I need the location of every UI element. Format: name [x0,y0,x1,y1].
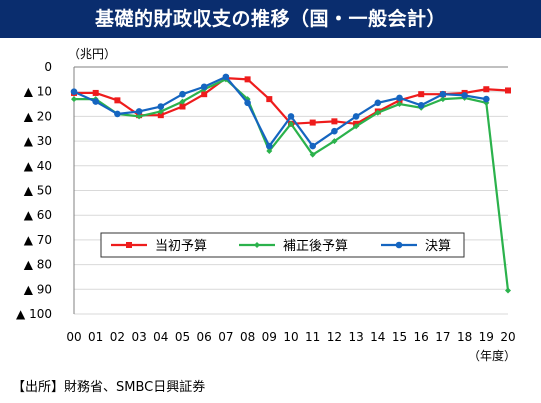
data-point [505,87,511,94]
x-tick-label: 04 [153,330,168,344]
data-point [92,98,99,105]
data-point [114,97,121,104]
y-tick-label: ▲ 50 [24,184,52,198]
tick-labels: 0 ▲ 10 ▲ 20 ▲ 30 ▲ 40 ▲ 50 ▲ 60 ▲ 70 ▲ 80 ▲ 90 ▲ 1… [16,60,516,363]
x-tick-label: 15 [392,330,407,344]
y-tick-label: ▲ 60 [24,208,52,222]
x-tick-label: 08 [240,330,255,344]
x-tick-label: 13 [348,330,363,344]
x-tick-label: 03 [131,330,146,344]
y-tick-label: ▲ 100 [16,307,52,321]
y-tick-label: ▲ 40 [24,159,52,173]
data-point [309,119,316,126]
data-point [266,142,273,150]
y-tick-label: ▲ 90 [24,282,52,296]
data-point [417,101,425,109]
data-point [222,73,230,81]
data-point [244,76,251,83]
x-tick-label: 12 [327,330,342,344]
data-point [331,127,338,135]
data-point [395,241,403,249]
y-tick-label: ▲ 70 [24,233,52,247]
data-point [483,95,490,103]
y-axis-unit-label: （兆円） [68,47,117,61]
axes [73,66,508,314]
data-point [396,101,403,108]
data-point [418,91,425,98]
x-tick-label: 17 [435,330,450,344]
data-point [179,98,186,105]
legend-label: 決算 [425,239,451,254]
x-tick-label: 20 [500,330,515,344]
data-point [266,147,273,154]
x-tick-label: 14 [370,330,385,344]
data-point [200,83,208,91]
series-circle [70,73,490,150]
x-tick-label: 10 [283,330,298,344]
x-tick-label: 07 [218,330,233,344]
x-tick-label: 06 [197,330,212,344]
x-tick-label: 18 [457,330,472,344]
data-point [126,242,132,248]
gridlines [74,66,508,315]
data-point [157,103,165,110]
y-tick-label: ▲ 80 [24,258,52,272]
data-point [505,287,511,294]
data-point [266,96,273,103]
data-point [439,96,446,103]
legend: 当初予算 補正後予算 決算 [100,232,465,258]
x-tick-label: 01 [88,330,103,344]
legend-label: 補正後予算 [283,239,348,254]
data-point [71,96,77,103]
data-point [201,91,208,98]
x-tick-label: 19 [479,330,494,344]
x-axis-label: （年度） [468,348,516,363]
data-point [309,151,316,158]
data-point [352,113,360,120]
y-tick-label: ▲ 10 [24,85,52,99]
data-point [331,138,338,145]
x-tick-label: 05 [175,330,190,344]
data-point [374,99,382,107]
data-point [70,88,78,95]
x-tick-label: 16 [414,330,429,344]
data-point [135,108,143,115]
chart-title: 基礎的財政収支の推移（国・一般会計） [94,8,446,30]
y-tick-label: 0 [44,60,52,74]
data-point [179,90,186,98]
data-point [439,90,447,98]
data-point [483,86,490,93]
title-bar [0,0,541,38]
series-lines [70,73,511,294]
y-tick-label: ▲ 30 [24,134,52,148]
x-tick-label: 00 [66,330,81,344]
data-point [331,118,338,125]
data-point [92,89,99,96]
series-line [73,75,487,148]
data-point [461,92,468,99]
data-point [244,99,251,107]
x-tick-label: 02 [110,330,125,344]
y-tick-label: ▲ 20 [24,109,52,123]
data-point [136,113,143,120]
data-point [288,120,294,127]
legend-label: 当初予算 [155,239,207,254]
data-point [309,142,317,150]
source-note: 【出所】財務省、SMBC日興証券 [12,380,206,395]
data-point [157,112,164,119]
data-point [353,123,360,130]
data-point [254,242,260,248]
data-point [114,110,121,118]
x-tick-label: 09 [262,330,277,344]
data-point [374,109,381,116]
x-tick-label: 11 [305,330,320,344]
data-point [396,94,403,102]
data-point [157,108,164,115]
data-point [179,103,186,110]
data-point [287,113,295,120]
